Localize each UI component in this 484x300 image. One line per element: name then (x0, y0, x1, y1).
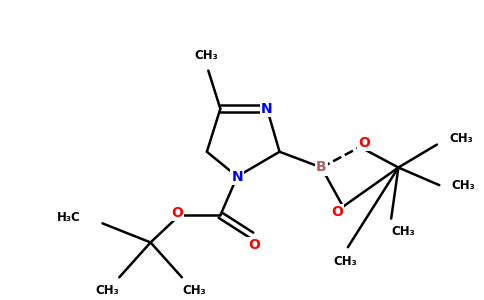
Text: CH₃: CH₃ (449, 132, 473, 146)
Text: N: N (231, 169, 243, 184)
Text: H₃C: H₃C (57, 211, 81, 224)
Text: CH₃: CH₃ (95, 284, 119, 297)
Text: CH₃: CH₃ (333, 255, 357, 268)
Text: O: O (358, 136, 370, 150)
Text: O: O (248, 238, 260, 252)
Text: N: N (261, 102, 273, 116)
Text: CH₃: CH₃ (182, 284, 206, 297)
Text: CH₃: CH₃ (452, 179, 475, 192)
Text: O: O (332, 206, 343, 219)
Text: B: B (316, 160, 327, 175)
Text: CH₃: CH₃ (194, 49, 218, 62)
Text: CH₃: CH₃ (392, 225, 415, 239)
Text: O: O (171, 206, 183, 220)
